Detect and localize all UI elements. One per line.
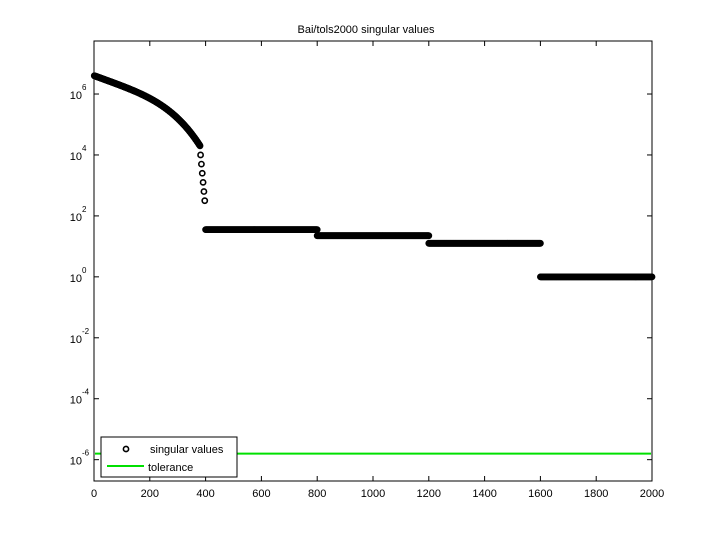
plot-area (90, 72, 656, 455)
legend-box (100, 436, 238, 478)
x-tick-label: 200 (141, 488, 159, 500)
y-tick-exponent: 0 (82, 266, 87, 275)
y-tick-exponent: 4 (82, 144, 87, 153)
y-tick-label: 10 (70, 151, 82, 163)
legend-marker-circle-icon (122, 445, 130, 453)
y-tick-exponent: 2 (82, 205, 87, 214)
y-tick-label: 10 (70, 90, 82, 102)
y-tick-label: 10 (70, 456, 82, 468)
x-axis: 0 200 400 600 800 1000 1200 1400 1600 1800 2000 (91, 41, 664, 500)
y-tick-label: 10 (70, 273, 82, 285)
x-tick-label: 1600 (528, 488, 552, 500)
x-tick-label: 1000 (361, 488, 385, 500)
x-tick-label: 1200 (417, 488, 441, 500)
y-tick-exponent: -6 (82, 449, 90, 458)
y-tick-label: 10 (70, 212, 82, 224)
y-tick-exponent: 6 (82, 83, 87, 92)
x-tick-label: 600 (252, 488, 270, 500)
x-tick-label: 1800 (584, 488, 608, 500)
y-tick-exponent: -4 (82, 388, 90, 397)
x-tick-label: 0 (91, 488, 97, 500)
legend-label-singular-values: singular values (150, 444, 224, 456)
x-tick-label: 2000 (640, 488, 664, 500)
x-tick-label: 1400 (472, 488, 496, 500)
chart-title: Bai/tols2000 singular values (298, 24, 435, 36)
y-tick-label: 10 (70, 334, 82, 346)
legend: singular values tolerance (100, 436, 238, 478)
y-tick-exponent: -2 (82, 327, 90, 336)
x-tick-label: 800 (308, 488, 326, 500)
legend-label-tolerance: tolerance (148, 462, 193, 474)
y-tick-label: 10 (70, 395, 82, 407)
x-tick-label: 400 (196, 488, 214, 500)
